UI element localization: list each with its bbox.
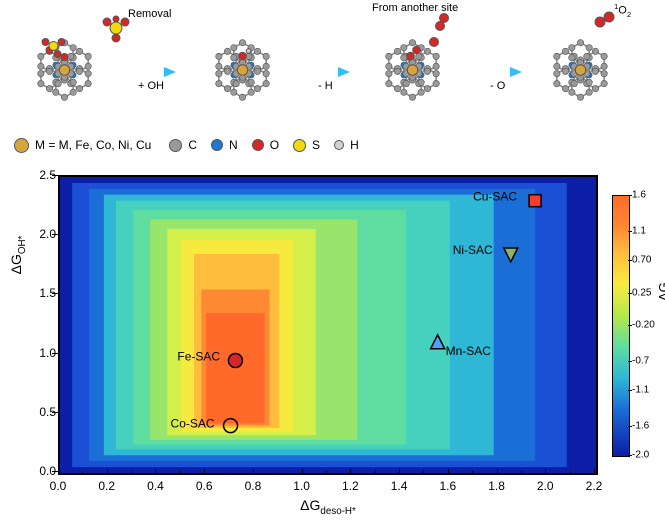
cbar-tick: -1.6: [632, 421, 649, 432]
heatmap-panel: Fe-SAC Co-SAC Mn-SAC Ni-SAC Cu-SAC ΔGdeso-H*…: [0, 165, 665, 520]
x-axis-label: ΔGdeso-H*: [58, 497, 598, 517]
legend-label-S: S: [312, 138, 320, 152]
xtick: 1.0: [293, 479, 310, 493]
cbar-tick: -2.0: [632, 450, 649, 461]
heatmap-plot-area: Fe-SAC Co-SAC Mn-SAC Ni-SAC Cu-SAC: [58, 175, 598, 475]
arrow-3-label: - O: [490, 80, 505, 92]
point-cu-sac: [529, 195, 541, 207]
molecule-4: [518, 30, 643, 110]
xtick: 0.8: [245, 479, 262, 493]
xtick: 2.0: [537, 479, 554, 493]
xtick: 1.2: [342, 479, 359, 493]
legend-panel: M = M, Fe, Co, Ni, Cu C N O S H: [0, 132, 665, 158]
molecule-3: [350, 30, 475, 110]
xtick: 0.4: [147, 479, 164, 493]
legend-label-O: O: [270, 138, 279, 152]
legend-label-H: H: [350, 138, 359, 152]
colorbar-label: ΔGdeso-O*: [656, 225, 665, 325]
legend-label-N: N: [229, 138, 238, 152]
point-label-co-sac: Co-SAC: [171, 417, 215, 431]
cbar-tick: 0.25: [632, 287, 651, 298]
xtick: 0.6: [196, 479, 213, 493]
point-label-ni-sac: Ni-SAC: [453, 243, 493, 257]
xtick: 2.2: [586, 479, 603, 493]
y-axis-label: ΔGOH*: [8, 185, 28, 325]
legend-label-C: C: [188, 138, 197, 152]
incoming-o2-fragment: [424, 12, 450, 52]
arrow-2-label: - H: [318, 80, 333, 92]
legend-ball-S: [293, 139, 306, 152]
colorbar: [612, 195, 630, 457]
molecule-2: [180, 30, 305, 110]
legend-ball-N: [211, 139, 223, 151]
point-label-mn-sac: Mn-SAC: [446, 344, 492, 358]
point-co-sac: [224, 419, 238, 433]
point-fe-sac: [228, 354, 242, 368]
point-label-fe-sac: Fe-SAC: [177, 350, 220, 364]
xtick: 0.0: [50, 479, 67, 493]
cbar-tick: -0.20: [632, 320, 655, 331]
cbar-tick: 1.1: [632, 226, 646, 237]
legend-metal-text: M = M, Fe, Co, Ni, Cu: [35, 138, 151, 152]
legend-ball-H: [334, 140, 344, 150]
cbar-tick: -1.1: [632, 385, 649, 396]
released-o2-fragment: [594, 10, 618, 30]
legend-ball-C: [169, 139, 182, 152]
legend-ball-O: [252, 139, 264, 151]
xtick: 1.4: [391, 479, 408, 493]
cbar-tick: -0.7: [632, 356, 649, 367]
xtick: 0.2: [98, 479, 115, 493]
arrow-1-label: + OH: [138, 80, 164, 92]
xtick: 1.8: [488, 479, 505, 493]
cbar-tick: 1.6: [632, 190, 646, 201]
heatmap-svg: Fe-SAC Co-SAC Mn-SAC Ni-SAC Cu-SAC: [60, 177, 596, 473]
cbar-tick: 0.70: [632, 255, 651, 266]
legend-metal-ball: [14, 138, 29, 153]
point-label-cu-sac: Cu-SAC: [473, 190, 517, 204]
reaction-panel: Removal From another site 1O2 + OH - H -…: [0, 0, 665, 130]
removed-sox-fragment: [102, 14, 136, 44]
xtick: 1.6: [439, 479, 456, 493]
